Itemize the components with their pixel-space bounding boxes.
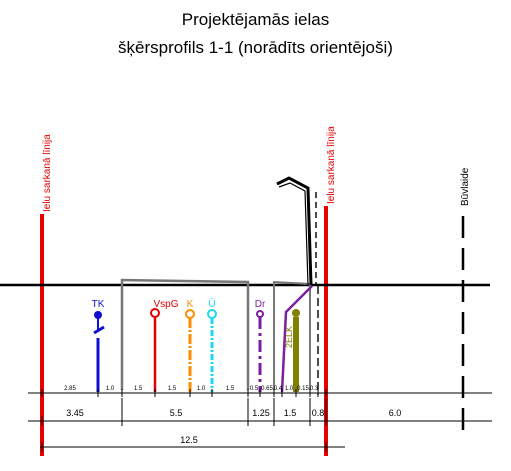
dim-row2-2: 1.25 (252, 408, 270, 418)
utility-u-label: Ū (208, 298, 215, 310)
dim-row1-4: 1.0 (197, 386, 206, 392)
dim-row1-10: 0.15 (297, 386, 309, 392)
utility-tk: TK (92, 299, 105, 392)
sidewalk-outline (273, 280, 311, 390)
dim-row1-11: 0.3 (310, 386, 319, 392)
utility-k-label: K (187, 299, 194, 310)
utility-dr: Dr (255, 299, 266, 392)
build-line-label: Būvlaide (460, 167, 471, 206)
utility-vspg-label: VspG (153, 299, 178, 310)
dim-row2-1: 5.5 (170, 408, 183, 418)
dim-row2-3: 1.5 (284, 408, 297, 418)
dim-row3-0: 12.5 (180, 435, 198, 445)
utility-u: Ū (207, 298, 217, 392)
utility-2elk: 2ELK (280, 285, 313, 393)
road-outline (120, 278, 250, 390)
dim-row1-8: 0.4 (274, 386, 283, 392)
utility-2elk-label: 2ELK (284, 326, 294, 348)
utility-dr-label: Dr (255, 299, 266, 310)
dim-row1-1: 1.0 (106, 386, 115, 392)
dim-row1-3: 1.5 (168, 386, 177, 392)
utility-tk-label: TK (92, 299, 105, 310)
dim-row2-5: 6.0 (389, 408, 402, 418)
dim-row1-2: 1.5 (134, 386, 143, 392)
diagram-title-line2: šķērsprofils 1-1 (norādīts orientējoši) (118, 38, 393, 57)
dim-row2-4: 0.8 (312, 408, 325, 418)
dim-ticks-row1 (41, 389, 327, 397)
dim-row1-9: 1.0 (285, 386, 294, 392)
dim-row1-6: 0.5 (250, 386, 259, 392)
red-line-right-label: Ielu sarkanā līnija (326, 126, 337, 204)
diagram-title-line1: Projektējamās ielas (181, 10, 330, 29)
utility-vspg: VspG (150, 299, 179, 392)
dim-row2-0: 3.45 (66, 408, 84, 418)
dim-row1-7: 0.65 (261, 386, 273, 392)
utility-k: K (185, 299, 195, 392)
red-line-left-label: Ielu sarkanā līnija (42, 134, 53, 212)
dim-ticks-row2 (41, 398, 464, 426)
street-lamp (276, 176, 319, 395)
dim-row1-5: 1.5 (226, 386, 235, 392)
dim-row1-0: 2.85 (64, 386, 76, 392)
dim-ticks-row3 (41, 442, 327, 452)
